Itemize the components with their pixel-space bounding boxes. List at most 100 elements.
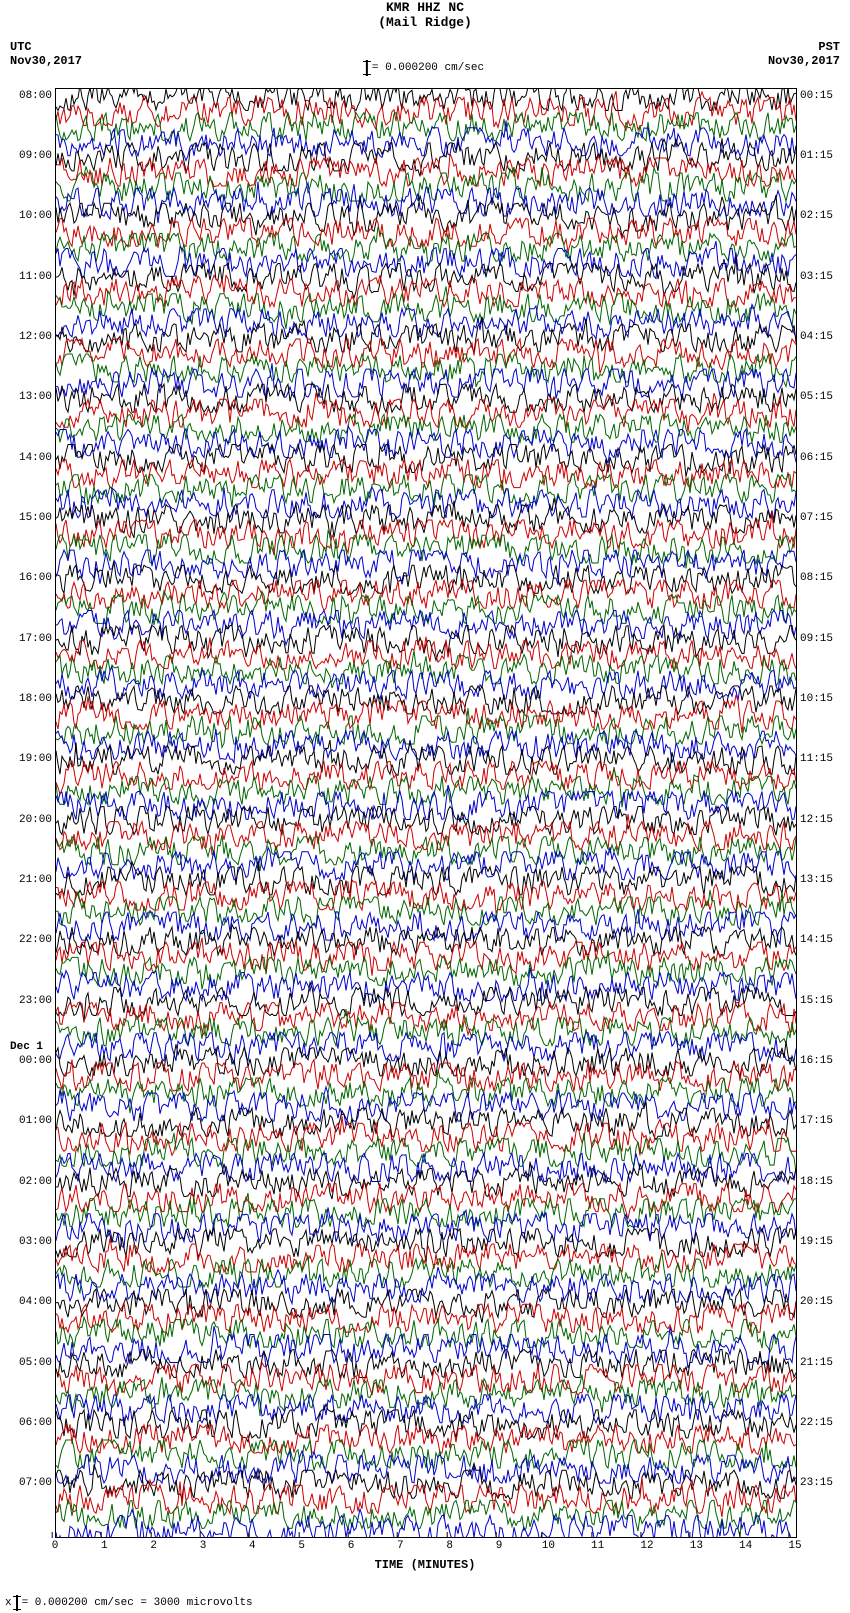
x-tick-label: 13 <box>690 1540 703 1552</box>
pst-hour-label: 22:15 <box>800 1417 845 1429</box>
utc-hour-label: 17:00 <box>2 633 52 645</box>
utc-hour-label: 13:00 <box>2 391 52 403</box>
utc-hour-label: 23:00 <box>2 995 52 1007</box>
pst-hour-label: 21:15 <box>800 1357 845 1369</box>
seismic-trace <box>56 445 796 477</box>
seismic-trace <box>56 1509 796 1537</box>
utc-hour-label: 11:00 <box>2 271 52 283</box>
utc-hour-label: 22:00 <box>2 934 52 946</box>
utc-hour-label: 12:00 <box>2 331 52 343</box>
x-tick-mark <box>150 1532 151 1538</box>
pst-hour-label: 01:15 <box>800 150 845 162</box>
seismic-trace <box>56 1302 796 1333</box>
seismic-trace <box>56 227 796 267</box>
utc-hour-label: 20:00 <box>2 814 52 826</box>
seismic-trace <box>56 426 796 463</box>
x-tick-label: 14 <box>739 1540 752 1552</box>
utc-hour-label: 00:00 <box>2 1055 52 1067</box>
pst-hour-label: 11:15 <box>800 753 845 765</box>
pst-hour-label: 12:15 <box>800 814 845 826</box>
seismic-trace <box>56 1289 796 1323</box>
seismogram-container: KMR HHZ NC (Mail Ridge) UTC Nov30,2017 P… <box>0 0 850 1613</box>
utc-hour-label: 09:00 <box>2 150 52 162</box>
tz-left-date: Nov30,2017 <box>10 54 82 68</box>
x-tick-mark <box>397 1532 398 1538</box>
x-tick-label: 11 <box>591 1540 604 1552</box>
seismic-trace <box>56 1463 796 1499</box>
utc-hour-label: 04:00 <box>2 1296 52 1308</box>
pst-hour-label: 03:15 <box>800 271 845 283</box>
utc-hour-label: 07:00 <box>2 1477 52 1489</box>
seismic-trace <box>56 637 796 669</box>
x-tick-mark <box>739 1532 740 1538</box>
chart-header: KMR HHZ NC (Mail Ridge) <box>0 0 850 30</box>
utc-hour-label: 10:00 <box>2 210 52 222</box>
x-tick-label: 7 <box>397 1540 404 1552</box>
utc-hour-label: 15:00 <box>2 512 52 524</box>
utc-hour-label: 06:00 <box>2 1417 52 1429</box>
utc-hour-label: 21:00 <box>2 874 52 886</box>
footer-scale-bar-icon <box>16 1595 18 1611</box>
seismic-trace <box>56 1500 796 1536</box>
seismic-trace <box>56 1003 796 1035</box>
scale-bar-icon <box>366 60 368 76</box>
pst-hour-label: 18:15 <box>800 1176 845 1188</box>
station-name: (Mail Ridge) <box>0 15 850 30</box>
utc-hour-label: 08:00 <box>2 90 52 102</box>
pst-hour-label: 07:15 <box>800 512 845 524</box>
seismic-trace <box>56 686 796 716</box>
day-marker: Dec 1 <box>10 1041 43 1053</box>
x-tick-mark <box>788 1532 789 1538</box>
seismic-trace <box>56 708 796 747</box>
seismic-trace <box>56 562 796 595</box>
tz-right-date: Nov30,2017 <box>768 54 840 68</box>
x-tick-label: 12 <box>640 1540 653 1552</box>
x-tick-label: 15 <box>788 1540 801 1552</box>
tz-left-label: UTC <box>10 40 82 54</box>
utc-hour-label: 16:00 <box>2 572 52 584</box>
x-tick-mark <box>542 1532 543 1538</box>
x-tick-mark <box>249 1532 250 1538</box>
x-tick-label: 5 <box>298 1540 305 1552</box>
seismic-trace <box>56 1009 796 1045</box>
utc-hour-label: 03:00 <box>2 1236 52 1248</box>
pst-hour-label: 17:15 <box>800 1115 845 1127</box>
utc-hour-label: 05:00 <box>2 1357 52 1369</box>
seismic-trace <box>56 1207 796 1247</box>
seismic-trace <box>56 498 796 538</box>
pst-hour-label: 16:15 <box>800 1055 845 1067</box>
seismic-trace <box>56 1424 796 1454</box>
pst-hour-label: 15:15 <box>800 995 845 1007</box>
pst-hour-label: 04:15 <box>800 331 845 343</box>
timezone-left: UTC Nov30,2017 <box>10 40 82 68</box>
seismic-trace <box>56 1060 796 1092</box>
x-tick-label: 3 <box>200 1540 207 1552</box>
x-tick-label: 4 <box>249 1540 256 1552</box>
scale-legend: = 0.000200 cm/sec <box>366 60 484 76</box>
seismic-trace <box>56 1102 796 1140</box>
x-tick-label: 1 <box>101 1540 108 1552</box>
pst-hour-label: 23:15 <box>800 1477 845 1489</box>
seismic-trace <box>56 1183 796 1219</box>
pst-hour-label: 09:15 <box>800 633 845 645</box>
pst-hour-label: 14:15 <box>800 934 845 946</box>
pst-hour-label: 10:15 <box>800 693 845 705</box>
pst-hour-label: 13:15 <box>800 874 845 886</box>
seismic-trace <box>56 760 796 794</box>
x-tick-label: 10 <box>542 1540 555 1552</box>
x-tick-mark <box>640 1532 641 1538</box>
pst-hour-label: 19:15 <box>800 1236 845 1248</box>
pst-hour-label: 06:15 <box>800 452 845 464</box>
x-tick-mark <box>52 1532 53 1538</box>
x-tick-mark <box>446 1532 447 1538</box>
seismic-trace <box>56 1133 796 1172</box>
x-axis-title: TIME (MINUTES) <box>0 1558 850 1572</box>
seismic-trace <box>56 89 796 111</box>
x-tick-label: 0 <box>52 1540 59 1552</box>
footer-text: = 0.000200 cm/sec = 3000 microvolts <box>22 1597 253 1609</box>
utc-hour-label: 02:00 <box>2 1176 52 1188</box>
timezone-right: PST Nov30,2017 <box>768 40 840 68</box>
seismic-trace <box>56 1041 796 1079</box>
footer-scale: x = 0.000200 cm/sec = 3000 microvolts <box>5 1595 253 1611</box>
x-tick-mark <box>496 1532 497 1538</box>
